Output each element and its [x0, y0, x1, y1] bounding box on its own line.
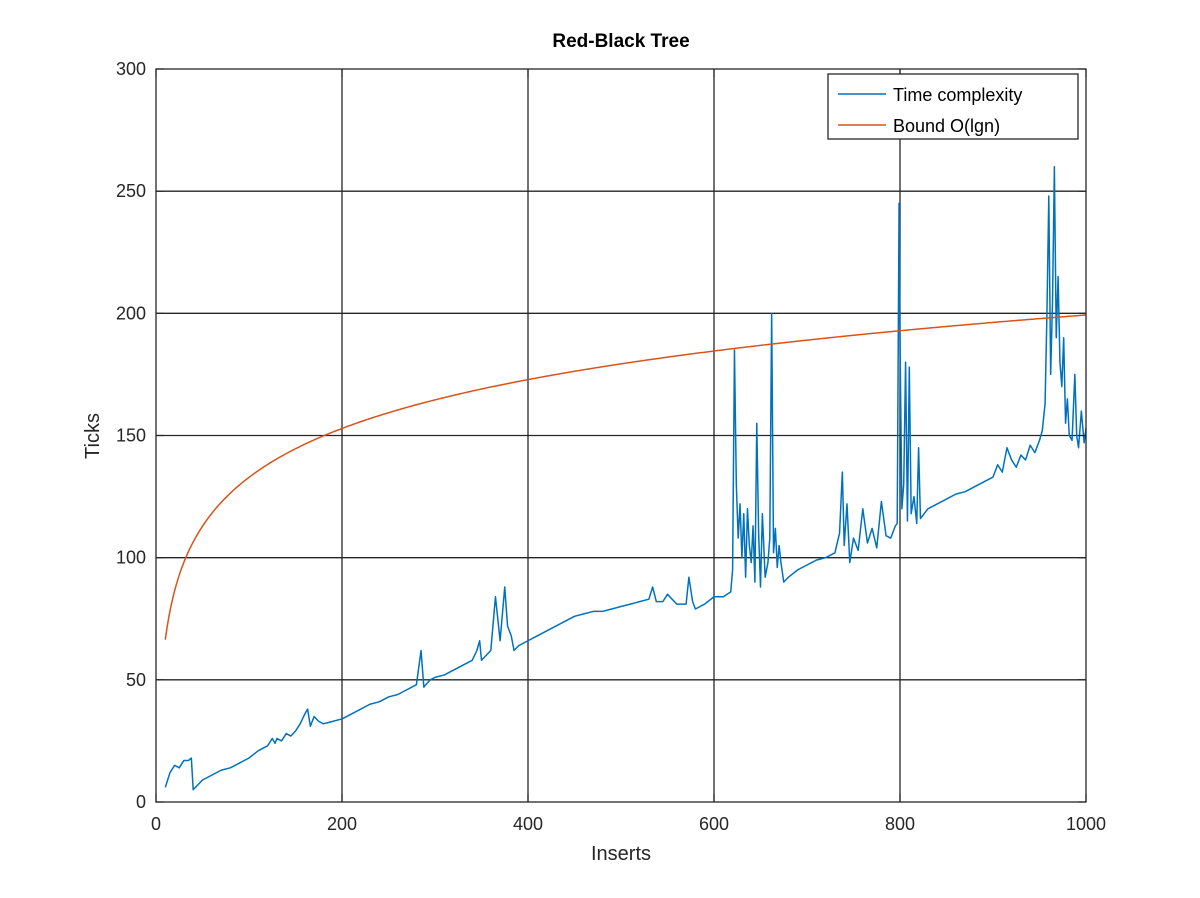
x-tick-label: 600: [699, 814, 729, 834]
x-tick-label: 0: [151, 814, 161, 834]
legend-box: [827, 73, 1079, 140]
y-tick-label: 50: [126, 670, 146, 690]
x-tick-label: 800: [885, 814, 915, 834]
x-tick-label: 400: [513, 814, 543, 834]
axis-ticks: 0 200 400 600 800 1000 0 50 100 150 200 250 300: [116, 59, 1106, 834]
legend-label-time-complexity: Time complexity: [893, 85, 1022, 105]
y-axis-label: Ticks: [82, 413, 104, 459]
y-tick-label: 150: [116, 426, 146, 446]
legend-label-bound: Bound O(lgn): [893, 116, 1000, 136]
series-layer: [164, 165, 1087, 791]
plot-area: 0 200 400 600 800 1000 0 50 100 150 200 250 300: [116, 59, 1106, 834]
legend: Time complexity Bound O(lgn): [827, 73, 1079, 140]
y-tick-label: 200: [116, 303, 146, 323]
chart-title: Red-Black Tree: [552, 31, 689, 52]
y-tick-label: 300: [116, 59, 146, 79]
y-tick-label: 0: [136, 792, 146, 812]
x-tick-label: 1000: [1066, 814, 1106, 834]
x-tick-label: 200: [327, 814, 357, 834]
x-axis-label: Inserts: [591, 843, 651, 865]
series-line-time-complexity: [164, 165, 1087, 791]
y-tick-label: 250: [116, 181, 146, 201]
grid-lines: [156, 69, 1086, 802]
series-line-bound-o-lgn: [164, 314, 1087, 640]
y-tick-label: 100: [116, 548, 146, 568]
